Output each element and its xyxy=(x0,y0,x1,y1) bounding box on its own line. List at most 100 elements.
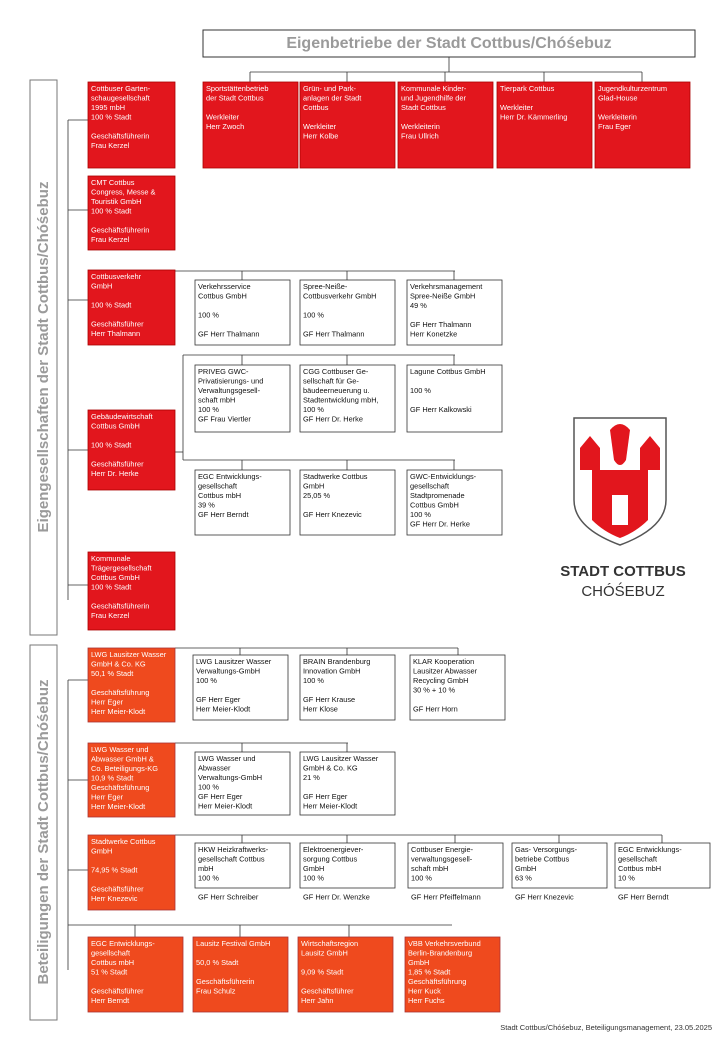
company-box xyxy=(194,364,291,433)
company-box xyxy=(299,364,396,433)
company-text: Geschäftsführer xyxy=(91,884,144,893)
company-text: Geschäftsführung xyxy=(91,688,149,697)
company-text: Verkehrsservice xyxy=(198,282,251,291)
company-text: Herr Meier-Klodt xyxy=(196,704,250,713)
company-text: Recycling GmbH xyxy=(413,676,468,685)
company-text: Cottbusverkehr GmbH xyxy=(303,291,377,300)
company-text: Lausitzer Abwasser xyxy=(413,666,478,675)
company-text: HKW Heizkraftwerks- xyxy=(198,845,269,854)
side-label: Beteiligungen der Stadt Cottbus/Chóśebuz xyxy=(35,679,52,984)
side-label: Eigengesellschaften der Stadt Cottbus/Ch… xyxy=(35,182,52,533)
company-box xyxy=(194,751,291,816)
company-text: LWG Wasser und xyxy=(91,745,149,754)
company-text: 50,1 % Stadt xyxy=(91,669,133,678)
company-text: Frau Eger xyxy=(598,122,631,131)
company-box xyxy=(397,81,494,169)
company-text: Herr Jahn xyxy=(301,996,333,1005)
company-text: Geschäftsführung xyxy=(408,977,466,986)
company-box xyxy=(299,469,396,536)
company-text: Cottbus mbH xyxy=(91,958,134,967)
company-text: Herr Fuchs xyxy=(408,996,445,1005)
company-text: 100 % xyxy=(303,873,324,882)
company-text: Gebäudewirtschaft xyxy=(91,412,153,421)
company-box xyxy=(511,842,608,889)
company-text: Touristik GmbH xyxy=(91,197,142,206)
company-text: Herr Eger xyxy=(91,697,124,706)
company-text: Geschäftsführerin xyxy=(91,131,149,140)
company-text: schaft mbH xyxy=(411,864,448,873)
company-text: LWG Lausitzer Wasser xyxy=(91,650,167,659)
company-text: Werkleiter xyxy=(303,122,337,131)
company-text: Stadtwerke Cottbus xyxy=(91,837,156,846)
company-text: 100 % Stadt xyxy=(91,300,131,309)
company-text: Frau Ullrich xyxy=(401,131,439,140)
company-text: Geschäftsführerin xyxy=(196,977,254,986)
company-text: 50,0 % Stadt xyxy=(196,958,238,967)
company-text: GF Herr Berndt xyxy=(618,892,669,901)
company-text: 1,85 % Stadt xyxy=(408,967,450,976)
company-text: Herr Dr. Kämmerling xyxy=(500,112,567,121)
company-text: 100 % xyxy=(198,782,219,791)
company-text: sorgung Cottbus xyxy=(303,854,358,863)
company-text: GF Herr Horn xyxy=(413,704,458,713)
company-text: GF Herr Knezevic xyxy=(515,892,574,901)
company-text: Herr Meier-Klodt xyxy=(303,801,357,810)
company-box xyxy=(87,175,176,251)
company-text: LWG Wasser und xyxy=(198,754,256,763)
header-title: Eigenbetriebe der Stadt Cottbus/Chóśebuz xyxy=(286,35,611,52)
company-text: Verwaltungs-GmbH xyxy=(196,666,260,675)
company-text: 100 % xyxy=(196,676,217,685)
company-text: Frau Kerzel xyxy=(91,141,130,150)
company-text: 100 % xyxy=(303,676,324,685)
company-text: Frau Kerzel xyxy=(91,611,130,620)
logo-subname: CHÓŚEBUZ xyxy=(581,582,664,600)
company-text: 74,95 % Stadt xyxy=(91,865,137,874)
company-text: Wirtschaftsregion xyxy=(301,939,358,948)
company-text: 100 % Stadt xyxy=(91,582,131,591)
company-text: GF Herr Krause xyxy=(303,695,355,704)
coat-of-arms xyxy=(573,417,667,546)
company-box xyxy=(87,409,176,491)
company-text: der Stadt Cottbus xyxy=(206,93,264,102)
company-text: CGG Cottbuser Ge- xyxy=(303,367,369,376)
company-text: EGC Entwicklungs- xyxy=(618,845,682,854)
company-text: Herr Klose xyxy=(303,704,338,713)
company-text: Herr Meier-Klodt xyxy=(91,707,145,716)
company-text: Spree-Neiße GmbH xyxy=(410,291,475,300)
company-text: Geschäftsführer xyxy=(91,986,144,995)
logo-name: STADT COTTBUS xyxy=(560,563,686,580)
company-text: mbH xyxy=(198,864,214,873)
company-text: Cottbuser Garten- xyxy=(91,84,151,93)
company-text: und Jugendhilfe der xyxy=(401,93,466,102)
company-text: GF Herr Berndt xyxy=(198,510,249,519)
company-text: EGC Entwicklungs- xyxy=(198,472,262,481)
company-box xyxy=(194,469,291,536)
company-text: Verwaltungs-GmbH xyxy=(198,773,262,782)
company-text: Cottbuser Energie- xyxy=(411,845,474,854)
company-text: Lausitz Festival GmbH xyxy=(196,939,270,948)
company-text: 100 % xyxy=(303,310,324,319)
company-box xyxy=(87,81,176,169)
company-text: Elektroenergiever- xyxy=(303,845,364,854)
company-text: GmbH xyxy=(515,864,536,873)
company-text: Trägergesellschaft xyxy=(91,563,152,572)
company-box xyxy=(409,654,506,721)
company-box xyxy=(299,81,396,169)
company-text: 100 % Stadt xyxy=(91,440,131,449)
company-text: Herr Kuck xyxy=(408,986,441,995)
company-text: gesellschaft xyxy=(618,854,657,863)
company-text: Stadtentwicklung mbH, xyxy=(303,395,379,404)
company-text: Herr Meier-Klodt xyxy=(198,801,252,810)
company-text: verwaltungsgesell- xyxy=(411,854,473,863)
company-text: Cottbus xyxy=(303,103,329,112)
company-box xyxy=(614,842,711,889)
company-text: BRAIN Brandenburg xyxy=(303,657,370,666)
company-text: 100 % xyxy=(411,873,432,882)
company-box xyxy=(406,469,503,536)
company-text: Verkehrsmanagement xyxy=(410,282,482,291)
company-text: PRIVEG GWC- xyxy=(198,367,249,376)
company-text: gesellschaft xyxy=(91,948,130,957)
company-text: GF Herr Dr. Wenzke xyxy=(303,892,370,901)
company-text: 9,09 % Stadt xyxy=(301,967,343,976)
company-text: VBB Verkehrsverbund xyxy=(408,939,481,948)
